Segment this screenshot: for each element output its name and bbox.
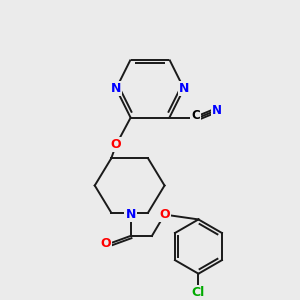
Text: N: N [125,208,136,221]
Text: N: N [179,82,189,95]
Text: O: O [111,138,122,151]
Text: Cl: Cl [192,286,205,298]
Text: O: O [100,237,111,250]
Text: O: O [159,208,170,221]
Text: N: N [111,82,121,95]
Text: C: C [191,109,200,122]
Text: N: N [212,104,222,117]
